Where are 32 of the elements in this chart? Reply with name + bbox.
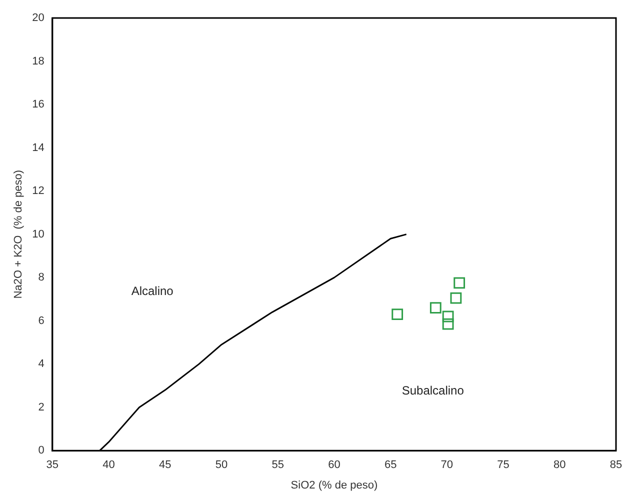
point: [442, 310, 454, 322]
x-tick-label: 40: [102, 459, 115, 472]
point: [454, 277, 466, 289]
annotation: Subalcalino: [402, 383, 464, 398]
y-tick-label: 18: [32, 55, 44, 68]
x-tick-label: 50: [215, 459, 228, 472]
x-tick-label: 60: [328, 459, 340, 472]
y-tick-label: 6: [38, 314, 44, 327]
y-axis-title: Na2O + K2O (% de peso): [12, 170, 25, 299]
x-tick-label: 70: [440, 459, 454, 472]
point: [430, 302, 442, 314]
y-tick-label: 16: [32, 98, 44, 111]
x-axis-title: SiO2 (% de peso): [290, 479, 378, 492]
y-tick-label: 4: [38, 358, 44, 370]
y-tick-label: 14: [32, 142, 44, 154]
x-tick-label: 55: [272, 459, 284, 472]
y-tick-label: 12: [32, 185, 44, 198]
x-tick-label: 85: [610, 459, 622, 472]
y-tick-label: 8: [38, 272, 44, 284]
point: [442, 318, 454, 330]
point: [392, 308, 404, 320]
x-tick-label: 65: [384, 459, 397, 472]
x-tick-label: 75: [497, 459, 510, 472]
x-tick-label: 45: [159, 459, 172, 472]
annotation: Alcalino: [131, 284, 174, 298]
y-tick-label: 10: [32, 228, 44, 240]
x-tick-label: 35: [46, 459, 59, 472]
x-tick-label: 80: [554, 459, 566, 472]
y-tick-label: 0: [38, 444, 44, 457]
y-tick-label: 2: [38, 401, 44, 414]
y-tick-label: 20: [32, 12, 44, 24]
point: [450, 292, 462, 304]
